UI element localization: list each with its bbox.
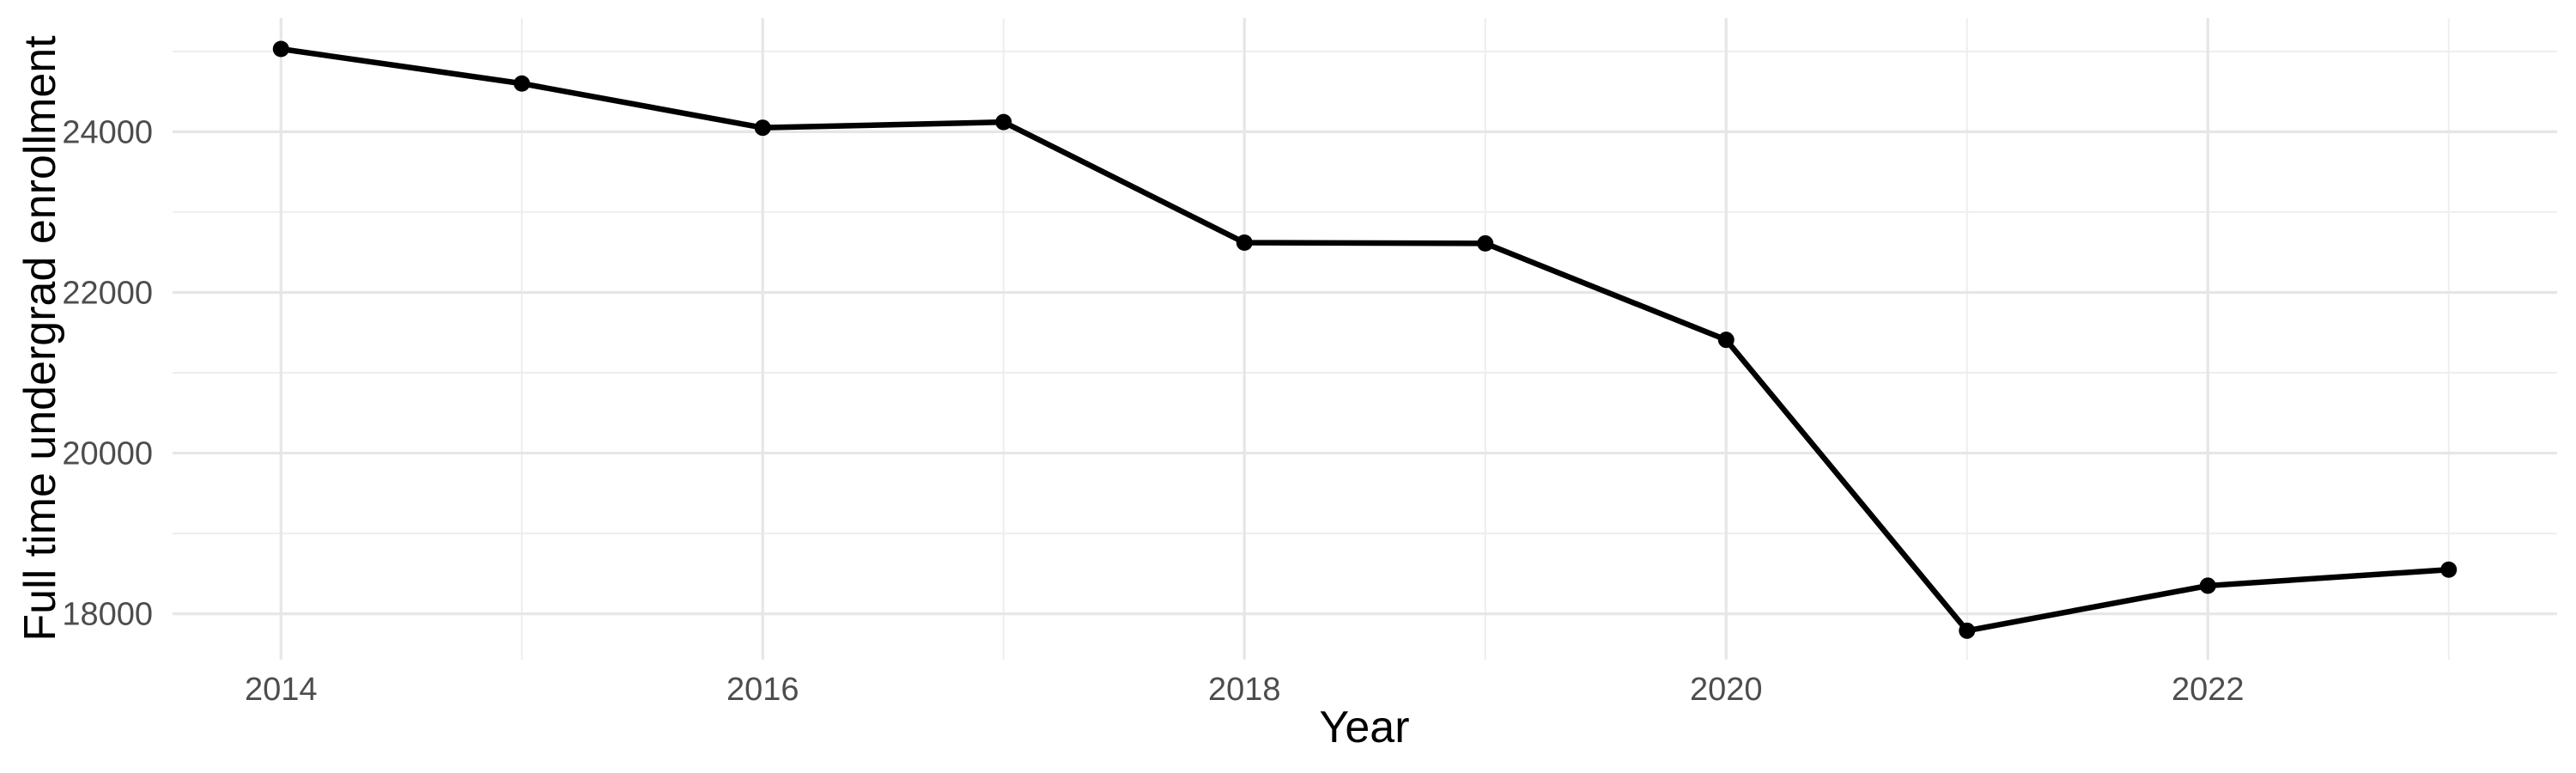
major-gridlines	[173, 18, 2557, 660]
data-point	[272, 40, 289, 58]
data-point	[1477, 234, 1494, 252]
x-axis-tick-labels: 2014 2016 2018 2020 2022	[245, 672, 2245, 708]
x-tick-label: 2022	[2172, 672, 2245, 708]
x-axis-title: Year	[1319, 703, 1409, 752]
x-tick-label: 2020	[1690, 672, 1763, 708]
y-axis-tick-labels: 18000 20000 22000 24000	[62, 114, 153, 632]
y-tick-label: 18000	[62, 597, 153, 633]
x-tick-label: 2016	[726, 672, 799, 708]
y-tick-label: 24000	[62, 114, 153, 150]
minor-gridlines	[173, 18, 2557, 660]
data-point-group	[272, 40, 2458, 639]
data-point	[754, 119, 771, 137]
data-point	[995, 113, 1012, 131]
data-point	[2199, 577, 2216, 594]
y-axis-title: Full time undergrad enrollment	[15, 35, 65, 642]
data-point	[1717, 332, 1735, 349]
x-tick-label: 2018	[1208, 672, 1281, 708]
data-line	[280, 46, 2449, 634]
y-tick-label: 20000	[62, 436, 153, 472]
x-tick-label: 2014	[245, 672, 318, 708]
data-point	[1236, 234, 1253, 251]
data-point	[2440, 561, 2458, 578]
data-point	[1959, 622, 1976, 639]
data-line-group	[280, 46, 2449, 634]
data-point	[513, 75, 531, 92]
y-tick-label: 22000	[62, 275, 153, 311]
